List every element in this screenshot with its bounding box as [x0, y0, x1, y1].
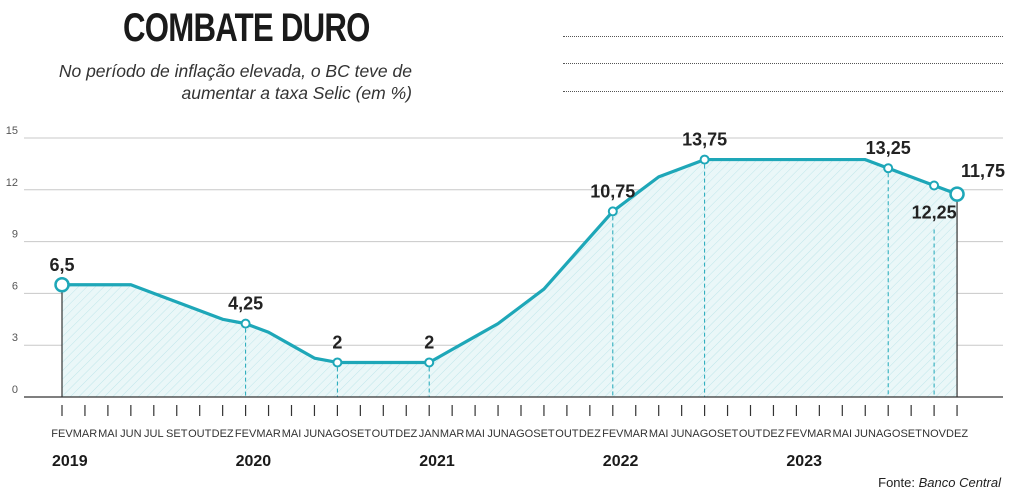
data-label: 12,25	[912, 202, 957, 222]
data-point-marker	[883, 163, 894, 174]
x-tick-label: FEV	[51, 428, 73, 440]
data-point-marker	[929, 180, 940, 191]
y-tick-label: 15	[6, 125, 18, 137]
x-tick-label: SET	[533, 428, 555, 440]
x-tick-label: MAR	[440, 428, 465, 440]
x-tick-label: JUN	[487, 428, 508, 440]
x-tick-label: JUN	[120, 428, 141, 440]
x-tick-label: AGO	[876, 428, 901, 440]
y-tick-label: 12	[6, 177, 18, 189]
x-tick-label: JUL	[144, 428, 164, 440]
x-tick-label: SET	[350, 428, 372, 440]
x-tick-label: OUT	[372, 428, 396, 440]
x-tick-label: MAI	[98, 428, 118, 440]
x-tick-label: DEZ	[946, 428, 968, 440]
year-label: 2021	[419, 453, 455, 470]
header-divider	[563, 63, 1003, 64]
x-tick-label: JUN	[855, 428, 876, 440]
y-tick-label: 6	[12, 280, 18, 292]
data-point-marker	[949, 186, 965, 202]
data-point-marker	[607, 206, 618, 217]
x-tick-label: MAI	[833, 428, 853, 440]
data-point-marker	[54, 277, 70, 293]
data-point-marker	[699, 154, 710, 165]
x-tick-label: JUN	[304, 428, 325, 440]
x-tick-label: FEV	[786, 428, 808, 440]
header-divider	[563, 91, 1003, 92]
source-note: Fonte: Banco Central	[878, 475, 1001, 490]
x-tick-label: MAI	[465, 428, 485, 440]
data-label: 4,25	[228, 294, 263, 314]
x-tick-label: DEZ	[579, 428, 601, 440]
x-tick-label: OUT	[188, 428, 212, 440]
chart-title: COMBATE DURO	[123, 6, 370, 50]
data-point-marker	[332, 357, 343, 368]
x-tick-label: SET	[166, 428, 188, 440]
x-tick-label: OUT	[555, 428, 579, 440]
data-label: 10,75	[590, 181, 635, 201]
data-label: 2	[424, 332, 434, 352]
x-tick-label: MAR	[73, 428, 98, 440]
x-tick-label: OUT	[739, 428, 763, 440]
source-label: Fonte:	[878, 475, 915, 490]
data-label: 13,75	[682, 130, 727, 150]
year-label: 2023	[786, 453, 822, 470]
x-tick-label: JAN	[419, 428, 440, 440]
x-tick-label: AGO	[692, 428, 717, 440]
y-tick-label: 0	[12, 384, 18, 396]
source-name: Banco Central	[918, 475, 1001, 490]
year-label: 2020	[236, 453, 272, 470]
y-tick-label: 9	[12, 229, 18, 241]
area-fill	[62, 159, 958, 397]
year-label: 2022	[603, 453, 639, 470]
year-label: 2019	[52, 453, 88, 470]
x-tick-label: DEZ	[395, 428, 417, 440]
data-point-marker	[424, 357, 435, 368]
data-point-marker	[240, 318, 251, 329]
x-tick-label: FEV	[602, 428, 624, 440]
data-label: 11,75	[961, 161, 1005, 181]
data-label: 13,25	[866, 138, 911, 158]
x-tick-label: MAI	[649, 428, 669, 440]
y-tick-label: 3	[12, 332, 18, 344]
data-label: 2	[332, 332, 342, 352]
data-label: 6,5	[49, 255, 74, 275]
x-tick-label: FEV	[235, 428, 257, 440]
x-tick-label: MAI	[282, 428, 302, 440]
chart-subtitle: No período de inflação elevada, o BC tev…	[58, 61, 412, 103]
x-tick-label: DEZ	[212, 428, 234, 440]
x-tick-label: SET	[717, 428, 739, 440]
x-tick-label: JUN	[671, 428, 692, 440]
x-tick-label: MAR	[256, 428, 281, 440]
x-tick-label: AGO	[509, 428, 534, 440]
x-tick-label: MAR	[624, 428, 649, 440]
x-tick-label: DEZ	[762, 428, 784, 440]
selic-line	[60, 157, 959, 365]
x-tick-label: MAR	[807, 428, 832, 440]
header-divider	[563, 36, 1003, 37]
x-tick-label: AGO	[325, 428, 350, 440]
x-tick-label: SET	[900, 428, 922, 440]
x-tick-label: NOV	[922, 428, 947, 440]
